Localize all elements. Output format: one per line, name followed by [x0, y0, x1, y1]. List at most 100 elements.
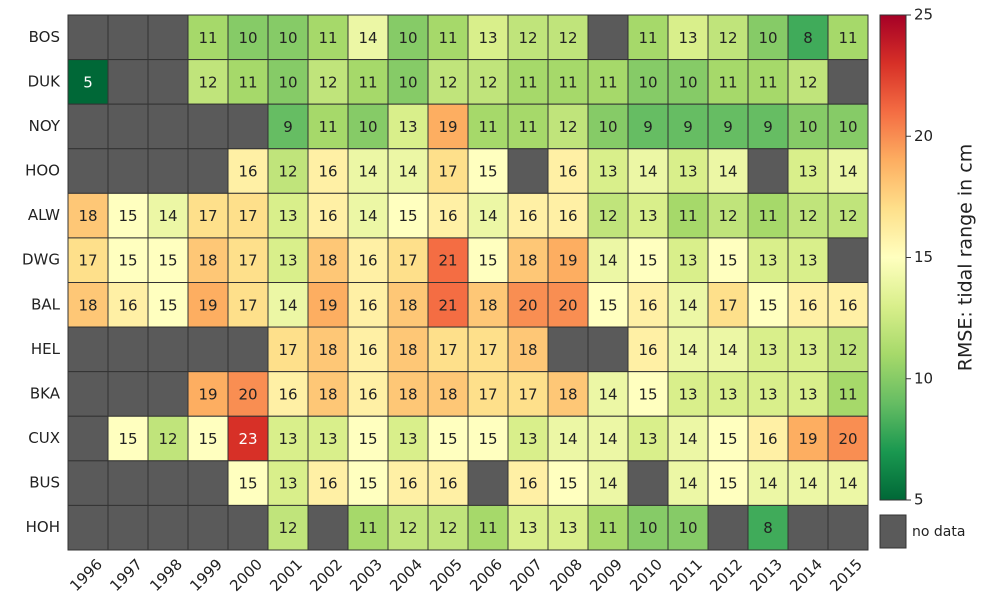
cell [667, 192, 709, 239]
cell [667, 415, 709, 462]
cell [507, 103, 549, 150]
cell-label: 9 [723, 118, 733, 136]
cell [307, 237, 349, 284]
cell-label: 14 [718, 341, 737, 359]
y-tick-label: BAL [31, 295, 61, 313]
cell-label: 13 [678, 29, 697, 47]
cell-label: 13 [758, 385, 777, 403]
cell-label: 16 [438, 207, 457, 225]
cell-label: 13 [278, 207, 297, 225]
cell-label: 13 [598, 163, 617, 181]
cell [187, 103, 229, 150]
cell [107, 460, 149, 506]
cell-label: 16 [358, 252, 377, 270]
cell [707, 237, 749, 284]
cell-label: 20 [518, 296, 537, 314]
cell-label: 20 [838, 430, 857, 448]
cell-label: 13 [278, 430, 297, 448]
nodata-label: no data [912, 524, 965, 540]
cell [107, 371, 149, 417]
cell-label: 14 [598, 252, 617, 270]
cell [67, 415, 109, 462]
cell-label: 13 [558, 519, 577, 537]
cell-label: 19 [198, 385, 217, 403]
cell-label: 16 [358, 296, 377, 314]
cell [467, 326, 509, 373]
cell [147, 103, 189, 150]
cell-label: 13 [758, 252, 777, 270]
cell [307, 371, 349, 417]
cell [107, 504, 149, 551]
cell [347, 371, 389, 417]
cell-label: 13 [758, 341, 777, 359]
cell [547, 504, 589, 551]
cell [387, 14, 429, 61]
cell-label: 12 [558, 118, 577, 136]
cell [267, 282, 309, 328]
cell-label: 12 [718, 29, 737, 47]
cell [787, 282, 829, 328]
cell [307, 415, 349, 462]
cell [467, 14, 509, 61]
cell-label: 16 [758, 430, 777, 448]
cell-label: 12 [478, 73, 497, 91]
cell [227, 415, 269, 462]
cell [547, 460, 589, 506]
cell [707, 192, 749, 239]
cell [787, 504, 829, 551]
cell [267, 192, 309, 239]
cell [587, 103, 629, 150]
cell-label: 14 [678, 475, 697, 493]
cell [267, 415, 309, 462]
cell-label: 14 [358, 207, 377, 225]
cell [507, 504, 549, 551]
cell-label: 12 [798, 207, 817, 225]
cell-label: 10 [638, 519, 657, 537]
cell [467, 192, 509, 239]
cell-label: 17 [238, 252, 257, 270]
colorbar-tick-label: 25 [914, 6, 933, 24]
cell-label: 11 [518, 118, 537, 136]
cell [227, 59, 269, 105]
cell [827, 282, 869, 328]
cell [107, 148, 149, 194]
cell-label: 10 [598, 118, 617, 136]
y-tick-label: CUX [28, 429, 60, 447]
cell-label: 9 [283, 118, 293, 136]
y-tick-label: HOO [25, 162, 60, 180]
cell [187, 326, 229, 373]
cell-label: 12 [158, 430, 177, 448]
cell-label: 14 [398, 163, 417, 181]
cell-label: 9 [763, 118, 773, 136]
cell-label: 15 [718, 475, 737, 493]
cell [547, 148, 589, 194]
cell-label: 15 [158, 296, 177, 314]
cell [627, 460, 669, 506]
cell-label: 16 [558, 163, 577, 181]
cell [307, 326, 349, 373]
cell [627, 504, 669, 551]
cell [507, 371, 549, 417]
colorbar [879, 14, 907, 501]
cell-label: 13 [278, 475, 297, 493]
cell-label: 15 [718, 430, 737, 448]
cell [427, 148, 469, 194]
cell-label: 18 [398, 385, 417, 403]
cell [107, 14, 149, 61]
cell-label: 9 [683, 118, 693, 136]
cell [147, 59, 189, 105]
cell [227, 326, 269, 373]
cell-label: 15 [358, 475, 377, 493]
cell-label: 13 [798, 163, 817, 181]
x-tick-label: 2000 [226, 555, 266, 595]
cell [267, 326, 309, 373]
cell [827, 59, 869, 105]
x-tick-label: 2005 [426, 555, 466, 595]
cell-label: 21 [438, 252, 457, 270]
cell [227, 14, 269, 61]
y-tick-label: NOY [29, 117, 61, 135]
cell-label: 20 [238, 385, 257, 403]
cell [707, 326, 749, 373]
cell [587, 192, 629, 239]
